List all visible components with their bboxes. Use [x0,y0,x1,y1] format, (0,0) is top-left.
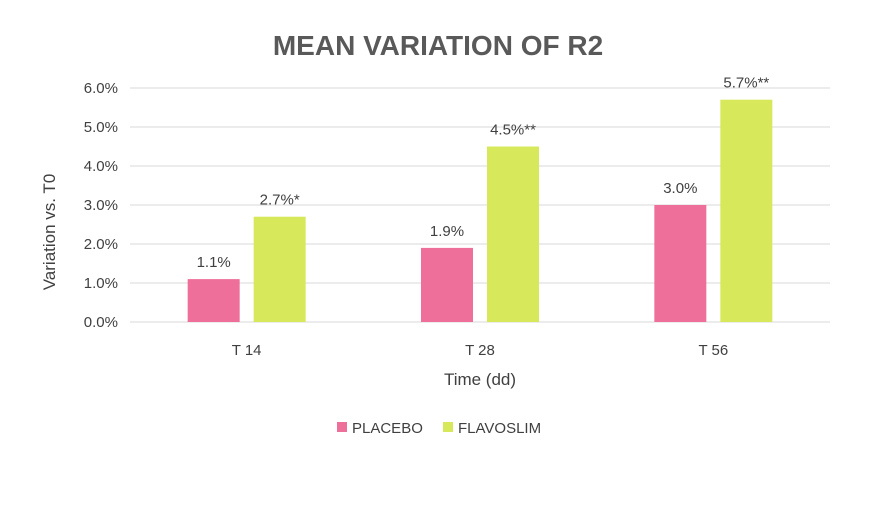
bars [187,99,773,322]
y-tick-label: 0.0% [84,314,118,331]
data-label: 5.7%** [723,75,769,92]
x-tick-label: T 14 [232,342,262,359]
x-tick-label: T 28 [465,342,495,359]
x-axis-title: Time (dd) [444,370,516,389]
y-tick-label: 1.0% [84,275,118,292]
gridlines [130,87,830,323]
x-axis-ticks: T 14 T 28 T 56 [232,342,728,359]
y-tick-label: 4.0% [84,158,118,175]
legend-swatch-flavoslim [443,422,453,432]
data-label: 1.9% [430,223,464,240]
bar-flavoslim-t56 [720,99,773,322]
data-label: 4.5%** [490,122,536,139]
legend-label-placebo: PLACEBO [352,420,423,437]
bar-placebo-t56 [654,205,707,322]
data-labels: 1.1% 2.7%* 1.9% 4.5%** 3.0% 5.7%** [197,75,770,271]
y-tick-label: 3.0% [84,197,118,214]
legend-label-flavoslim: FLAVOSLIM [458,420,541,437]
x-tick-label: T 56 [698,342,728,359]
data-label: 1.1% [197,254,231,271]
legend-swatch-placebo [337,422,347,432]
data-label: 2.7%* [260,192,300,209]
y-tick-label: 2.0% [84,236,118,253]
bar-placebo-t14 [187,279,240,322]
bar-flavoslim-t28 [487,146,539,322]
chart-title: MEAN VARIATION OF R2 [273,30,603,61]
legend: PLACEBO FLAVOSLIM [337,420,541,437]
y-tick-label: 5.0% [84,119,118,136]
bar-flavoslim-t14 [253,216,306,322]
y-tick-label: 6.0% [84,80,118,97]
data-label: 3.0% [663,180,697,197]
y-axis-title: Variation vs. T0 [40,174,59,291]
bar-placebo-t28 [421,247,473,322]
y-axis-ticks: 0.0% 1.0% 2.0% 3.0% 4.0% 5.0% 6.0% [84,80,118,331]
